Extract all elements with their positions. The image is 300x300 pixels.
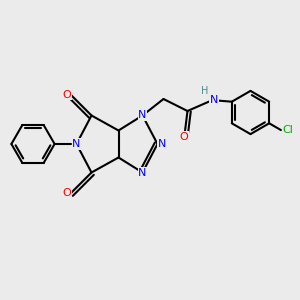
Text: O: O <box>179 131 188 142</box>
Text: N: N <box>72 139 81 149</box>
Text: Cl: Cl <box>282 125 293 135</box>
Text: N: N <box>210 95 218 105</box>
Text: N: N <box>138 110 147 121</box>
Text: O: O <box>62 188 71 199</box>
Text: H: H <box>201 86 208 97</box>
Text: N: N <box>158 139 166 149</box>
Text: N: N <box>138 167 147 178</box>
Text: O: O <box>62 89 71 100</box>
